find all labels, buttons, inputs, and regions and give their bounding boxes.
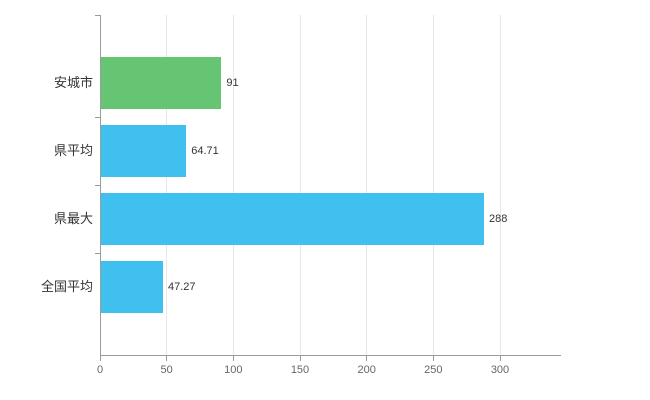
y-tick — [95, 253, 101, 254]
bar — [100, 125, 186, 177]
category-label: 安城市 — [53, 75, 93, 90]
y-tick — [95, 117, 101, 118]
bar — [100, 57, 221, 109]
bar — [100, 193, 484, 245]
x-tick-label: 0 — [96, 364, 104, 376]
x-tick-label: 150 — [290, 364, 310, 376]
gridline — [232, 15, 234, 355]
x-tick — [432, 355, 434, 361]
y-tick — [95, 15, 101, 16]
bar-value-label: 91 — [226, 77, 239, 89]
y-tick — [95, 185, 101, 186]
x-tick-label: 200 — [357, 364, 376, 376]
x-tick-label: 100 — [224, 364, 243, 376]
bar-value-label: 64.71 — [191, 145, 219, 157]
gridline — [499, 15, 501, 355]
gridline — [366, 15, 368, 355]
x-axis-line — [100, 355, 561, 356]
x-tick — [232, 355, 234, 361]
category-label: 県平均 — [53, 143, 93, 158]
x-tick-label: 50 — [160, 364, 173, 376]
x-tick — [166, 355, 168, 361]
x-tick — [299, 355, 301, 361]
category-label: 県最大 — [53, 211, 93, 226]
bar-value-label: 47.27 — [168, 281, 196, 293]
x-tick — [366, 355, 368, 361]
gridline — [432, 15, 434, 355]
gridline — [299, 15, 301, 355]
category-label: 全国平均 — [40, 279, 93, 294]
bar — [100, 261, 163, 313]
x-tick-label: 250 — [424, 364, 443, 376]
x-tick — [99, 355, 101, 361]
x-tick-label: 300 — [490, 364, 510, 376]
gridline — [166, 15, 168, 355]
x-tick — [499, 355, 501, 361]
bar-value-label: 288 — [489, 213, 508, 225]
